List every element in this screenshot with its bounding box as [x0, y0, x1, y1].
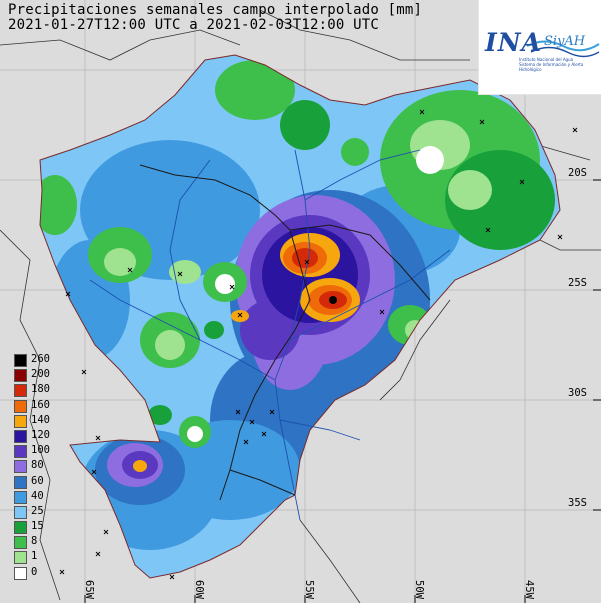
legend-label: 8	[31, 535, 38, 548]
legend-swatch	[14, 399, 27, 413]
map-date-range: 2021-01-27T12:00 UTC a 2021-02-03T12:00 …	[8, 17, 380, 33]
basin-outline	[39, 54, 561, 579]
logo-system: Sistema de Información y Alerta Hidrológ…	[519, 62, 584, 72]
legend-swatch	[14, 445, 27, 459]
legend-label: 25	[31, 504, 44, 517]
lon-label-60w: 60W	[193, 580, 205, 599]
legend-label: 200	[31, 368, 50, 381]
rivers	[89, 149, 451, 521]
logo-ina-text: INA	[485, 28, 542, 57]
legend-swatch	[14, 354, 27, 367]
legend-label: 0	[31, 565, 38, 578]
legend-label: 1	[31, 550, 38, 563]
legend-label: 140	[31, 413, 50, 426]
legend-swatch	[14, 505, 27, 519]
legend-swatch	[14, 460, 27, 474]
legend-swatch	[14, 521, 27, 535]
lon-label-65w: 65W	[83, 580, 95, 599]
legend-swatch	[14, 566, 27, 580]
station-markers	[59, 109, 578, 580]
logo-wave-icon	[526, 40, 600, 58]
legend-label: 180	[31, 383, 50, 396]
legend-swatch	[14, 414, 27, 428]
legend-label: 100	[31, 444, 50, 457]
lat-label-30s: 30S	[568, 387, 587, 399]
legend-swatch	[14, 536, 27, 550]
legend-swatch	[14, 369, 27, 383]
legend-label: 120	[31, 428, 50, 441]
logo-institution: Instituto Nacional del Agua	[519, 57, 574, 62]
internal-borders	[139, 164, 431, 501]
lat-label-35s: 35S	[568, 497, 587, 509]
lon-label-45w: 45W	[523, 580, 535, 599]
lat-label-25s: 25S	[568, 277, 587, 289]
legend-label: 40	[31, 489, 44, 502]
logo-siyah-text: SiyAH	[544, 34, 586, 49]
logo-subtitle: Instituto Nacional del Agua Sistema de I…	[519, 57, 599, 72]
lon-label-55w: 55W	[303, 580, 315, 599]
legend-label: 160	[31, 398, 50, 411]
legend-label: 60	[31, 474, 44, 487]
legend-swatch	[14, 475, 27, 489]
legend-swatch	[14, 490, 27, 504]
ina-siyah-logo: INA SiyAH Instituto Nacional del Agua Si…	[478, 0, 601, 95]
legend-swatch	[14, 551, 27, 565]
legend-swatch	[14, 384, 27, 398]
legend-label: 260	[31, 353, 50, 365]
lat-label-20s: 20S	[568, 167, 587, 179]
lon-label-50w: 50W	[413, 580, 425, 599]
legend-label: 15	[31, 520, 44, 533]
map-title: Precipitaciones semanales campo interpol…	[8, 2, 423, 18]
legend-label: 80	[31, 459, 44, 472]
legend-swatch	[14, 429, 27, 443]
